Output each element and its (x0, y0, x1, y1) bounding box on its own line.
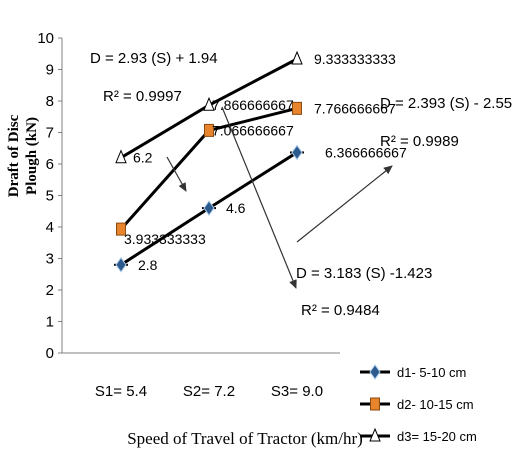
data-point-triangle (203, 96, 215, 111)
data-point-square (370, 397, 380, 411)
y-tick-label: 5 (46, 188, 54, 205)
annotations: D = 2.93 (S) + 1.94 R² = 0.9997 D = 2.393 … (90, 50, 512, 319)
data-point-diamond (115, 256, 127, 273)
data-label: 3.933333333 (124, 231, 206, 247)
y-tick-label: 7 (46, 125, 54, 142)
axes: 0 1 2 3 4 5 6 7 8 9 10 S1= 5.4 S2= 7.2 S3= 9.0 Speed o… (6, 30, 363, 448)
data-point-square (204, 123, 214, 137)
y-tick-label: 10 (37, 30, 54, 47)
data-point-diamond (369, 364, 381, 380)
x-tick-label: S3= 9.0 (271, 383, 323, 400)
y-tick-label: 8 (46, 93, 54, 110)
data-label: 4.6 (226, 200, 246, 216)
r-squared-label: R² = 0.9997 (103, 88, 182, 105)
y-tick-label: 1 (46, 314, 54, 331)
data-label: 6.2 (133, 150, 153, 166)
y-tick-label: 9 (46, 62, 54, 79)
data-point-triangle (291, 50, 303, 65)
data-label: 7.066666667 (212, 122, 294, 138)
legend-label: d1- 5-10 cm (397, 365, 466, 380)
x-tick-label: S2= 7.2 (183, 383, 235, 400)
x-tick-label: S1= 5.4 (95, 383, 147, 400)
series-group (114, 50, 304, 273)
y-axis-title-line2: Plough (kN) (24, 117, 40, 195)
regression-equation: D = 3.183 (S) -1.423 (296, 265, 432, 282)
data-label: 7.866666667 (212, 97, 294, 113)
data-labels: 2.8 4.6 6.366666667 3.933333333 7.066666667 7… (124, 51, 407, 273)
legend-label: d2- 10-15 cm (397, 397, 474, 412)
y-tick-label: 6 (46, 156, 54, 173)
x-axis-title: Speed of Travel of Tractor (km/hr) (127, 429, 363, 448)
data-point-triangle (369, 427, 381, 442)
annotation-arrow (221, 106, 297, 289)
y-tick-label: 2 (46, 282, 54, 299)
legend-label: d3= 15-20 cm (397, 429, 477, 444)
regression-equation: D = 2.393 (S) - 2.55 (380, 95, 512, 112)
data-point-diamond (291, 144, 303, 161)
r-squared-label: R² = 0.9989 (380, 133, 459, 150)
data-label: 9.333333333 (314, 51, 396, 67)
y-axis-title-line1: Draft of Disc (6, 114, 22, 197)
annotation-arrow (166, 156, 187, 192)
regression-equation: D = 2.93 (S) + 1.94 (90, 50, 218, 67)
y-tick-label: 4 (46, 219, 54, 236)
data-point-triangle (115, 149, 127, 164)
y-tick-label: 0 (46, 345, 54, 362)
r-squared-label: R² = 0.9484 (301, 302, 380, 319)
data-label: 6.366666667 (325, 144, 407, 160)
data-point-square (292, 101, 302, 115)
y-tick-label: 3 (46, 251, 54, 268)
data-point-square (116, 222, 126, 236)
legend: d1- 5-10 cm d2- 10-15 cm d3= 15-20 cm (360, 364, 477, 444)
data-point-diamond (203, 200, 215, 216)
data-label: 7.766666667 (314, 100, 396, 116)
data-label: 2.8 (138, 257, 158, 273)
annotation-arrow (296, 165, 393, 243)
